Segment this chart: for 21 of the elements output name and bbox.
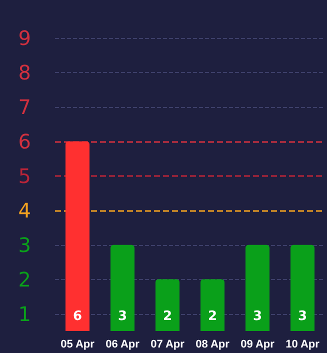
y-tick-label: 8 (18, 60, 31, 84)
x-tick-label: 06 Apr (106, 338, 140, 350)
data-label: 2 (208, 309, 218, 324)
x-tick-label: 08 Apr (196, 338, 230, 350)
y-tick-label: 4 (18, 198, 31, 222)
data-label: 6 (72, 309, 82, 324)
data-label: 3 (298, 309, 308, 324)
data-label: 3 (118, 309, 128, 324)
x-tick-label: 09 Apr (240, 338, 276, 350)
x-tick-label: 10 Apr (286, 338, 320, 350)
y-tick-label: 5 (18, 164, 31, 188)
y-tick-label: 6 (18, 129, 31, 154)
y-tick-label: 3 (18, 232, 31, 257)
y-tick-label: 1 (18, 302, 31, 326)
y-tick-label: 9 (18, 26, 31, 50)
x-tick-label: 07 Apr (150, 338, 186, 350)
x-tick-label: 05 Apr (60, 338, 96, 350)
y-tick-label: 7 (18, 94, 31, 119)
data-label: 2 (162, 309, 172, 324)
data-label: 3 (252, 309, 262, 324)
y-tick-label: 2 (18, 267, 31, 292)
